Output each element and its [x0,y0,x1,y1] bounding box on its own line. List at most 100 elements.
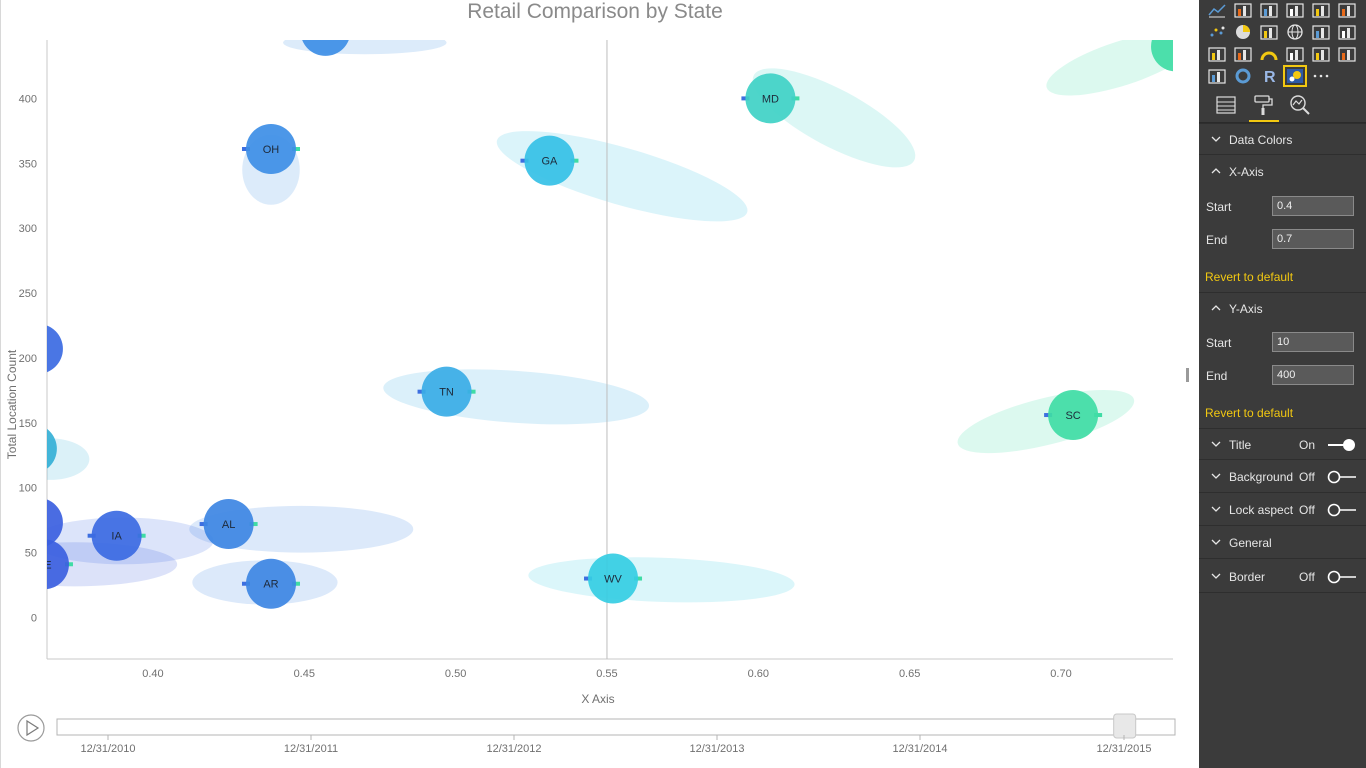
data-bubble[interactable] [421,366,472,417]
data-bubble[interactable] [13,324,63,374]
custom-visual-icon[interactable] [1283,65,1307,87]
y-axis-end-input[interactable] [1272,365,1354,385]
section-title[interactable]: Title On [1199,428,1366,460]
play-button[interactable] [17,714,45,742]
lock-aspect-toggle[interactable] [1327,503,1357,517]
treemap-icon[interactable] [1259,23,1279,41]
data-bubble[interactable] [524,135,575,186]
kpi-icon[interactable] [1337,45,1357,63]
y-axis-start-input[interactable] [1272,332,1354,352]
waterfall-icon[interactable] [1311,1,1331,19]
paint-roller-icon [1254,95,1273,115]
bubble-label: AR [263,579,278,591]
data-bubble[interactable] [588,553,639,604]
section-lock-aspect[interactable]: Lock aspect Off [1199,494,1366,526]
bubble-trail [47,438,90,480]
data-bubble[interactable] [13,498,63,548]
section-label: Border [1229,570,1266,584]
x-tick-label: 0.60 [748,668,769,680]
filled-map-icon[interactable] [1207,45,1227,63]
scatter-chart-icon[interactable] [1207,23,1227,41]
donut-icon[interactable] [1233,67,1253,85]
ribbon-chart-icon[interactable] [1285,1,1305,19]
gauge-icon[interactable] [1259,45,1279,63]
x-axis-end-label: End [1206,233,1228,247]
x-axis-start-input[interactable] [1272,196,1354,216]
data-bubble[interactable] [19,539,69,590]
analytics-tab[interactable] [1288,94,1314,118]
y-tick-label: 350 [19,158,37,170]
y-tick-label: 50 [25,548,37,560]
chevron-down-icon [1211,473,1221,479]
bubble-label: OH [263,144,280,156]
section-label: Lock aspect [1229,503,1294,517]
section-y-axis[interactable]: Y-Axis [1199,292,1366,324]
x-axis-revert-link[interactable]: Revert to default [1205,270,1294,284]
line-chart-icon[interactable] [1207,1,1227,19]
section-data-colors[interactable]: Data Colors [1199,123,1366,155]
x-axis-end-input[interactable] [1272,229,1354,249]
section-border[interactable]: Border Off [1199,561,1366,593]
y-tick-label: 0 [31,612,37,624]
timeline-slider-handle[interactable] [1113,713,1137,739]
chevron-down-icon [1211,506,1221,512]
toggle-state: Off [1299,570,1315,584]
data-bubble[interactable] [745,73,796,124]
slicer-icon[interactable] [1207,67,1227,85]
chevron-down-icon [1211,573,1221,579]
bubble-label: SC [1065,410,1080,422]
pane-tabs [1199,90,1366,123]
fields-icon [1216,96,1236,114]
scatter-chart[interactable]: 0 50 100 150 200 250 300 350 400 0.40 0.45 0.50 0.55… [1,0,1189,768]
section-background[interactable]: Background Off [1199,461,1366,493]
card-icon[interactable] [1311,45,1331,63]
area-chart-icon[interactable] [1233,1,1253,19]
toggle-state: Off [1299,503,1315,517]
background-toggle[interactable] [1327,470,1357,484]
format-tab[interactable] [1249,94,1279,122]
data-bubble[interactable] [300,6,350,56]
data-bubble[interactable] [1151,21,1189,72]
data-bubble[interactable] [1048,390,1099,441]
y-axis-title: Total Location Count [5,349,19,459]
fields-tab[interactable] [1215,94,1241,118]
y-tick-label: 300 [19,223,37,235]
chart-title: Retail Comparison by State [467,0,723,23]
data-bubble[interactable] [91,510,142,561]
section-general[interactable]: General [1199,527,1366,559]
x-tick-label: 0.45 [294,668,315,680]
matrix-icon[interactable] [1337,23,1357,41]
bubble-label: WV [604,574,622,586]
more-icon[interactable] [1311,67,1331,85]
plot-area: MD OH GA TN SC AL IA AR WV NE [7,6,1189,659]
data-bubble[interactable] [245,558,296,609]
border-toggle[interactable] [1327,570,1357,584]
y-axis-revert-link[interactable]: Revert to default [1205,406,1294,420]
bubble-marker-right [249,522,258,527]
globe-map-icon[interactable] [1285,23,1305,41]
timeline-date-label: 12/31/2011 [284,743,338,755]
data-bubble[interactable] [203,499,254,550]
multi-row-card-icon[interactable] [1285,45,1305,63]
title-toggle[interactable] [1327,438,1357,452]
splitter-grip-icon[interactable] [1186,368,1189,382]
r-visual-icon[interactable]: R [1259,67,1279,86]
data-bubble[interactable] [7,424,57,474]
column-chart-icon[interactable] [1337,1,1357,19]
pie-chart-icon[interactable] [1233,23,1253,41]
y-axis-start-label: Start [1206,336,1232,350]
section-x-axis[interactable]: X-Axis [1199,156,1366,188]
timeline-date-label: 12/31/2014 [892,743,947,755]
section-label: General [1229,536,1272,550]
data-bubble[interactable] [245,124,296,175]
table-icon[interactable] [1311,23,1331,41]
timeline-track[interactable] [56,718,1176,736]
funnel-icon[interactable] [1233,45,1253,63]
x-tick-label: 0.70 [1050,668,1071,680]
stacked-area-icon[interactable] [1259,1,1279,19]
timeline-date-label: 12/31/2013 [689,743,744,755]
y-tick-label: 250 [19,288,37,300]
pane-splitter[interactable] [1188,0,1199,768]
toggle-state: On [1299,438,1316,452]
y-axis-end-label: End [1206,369,1228,383]
